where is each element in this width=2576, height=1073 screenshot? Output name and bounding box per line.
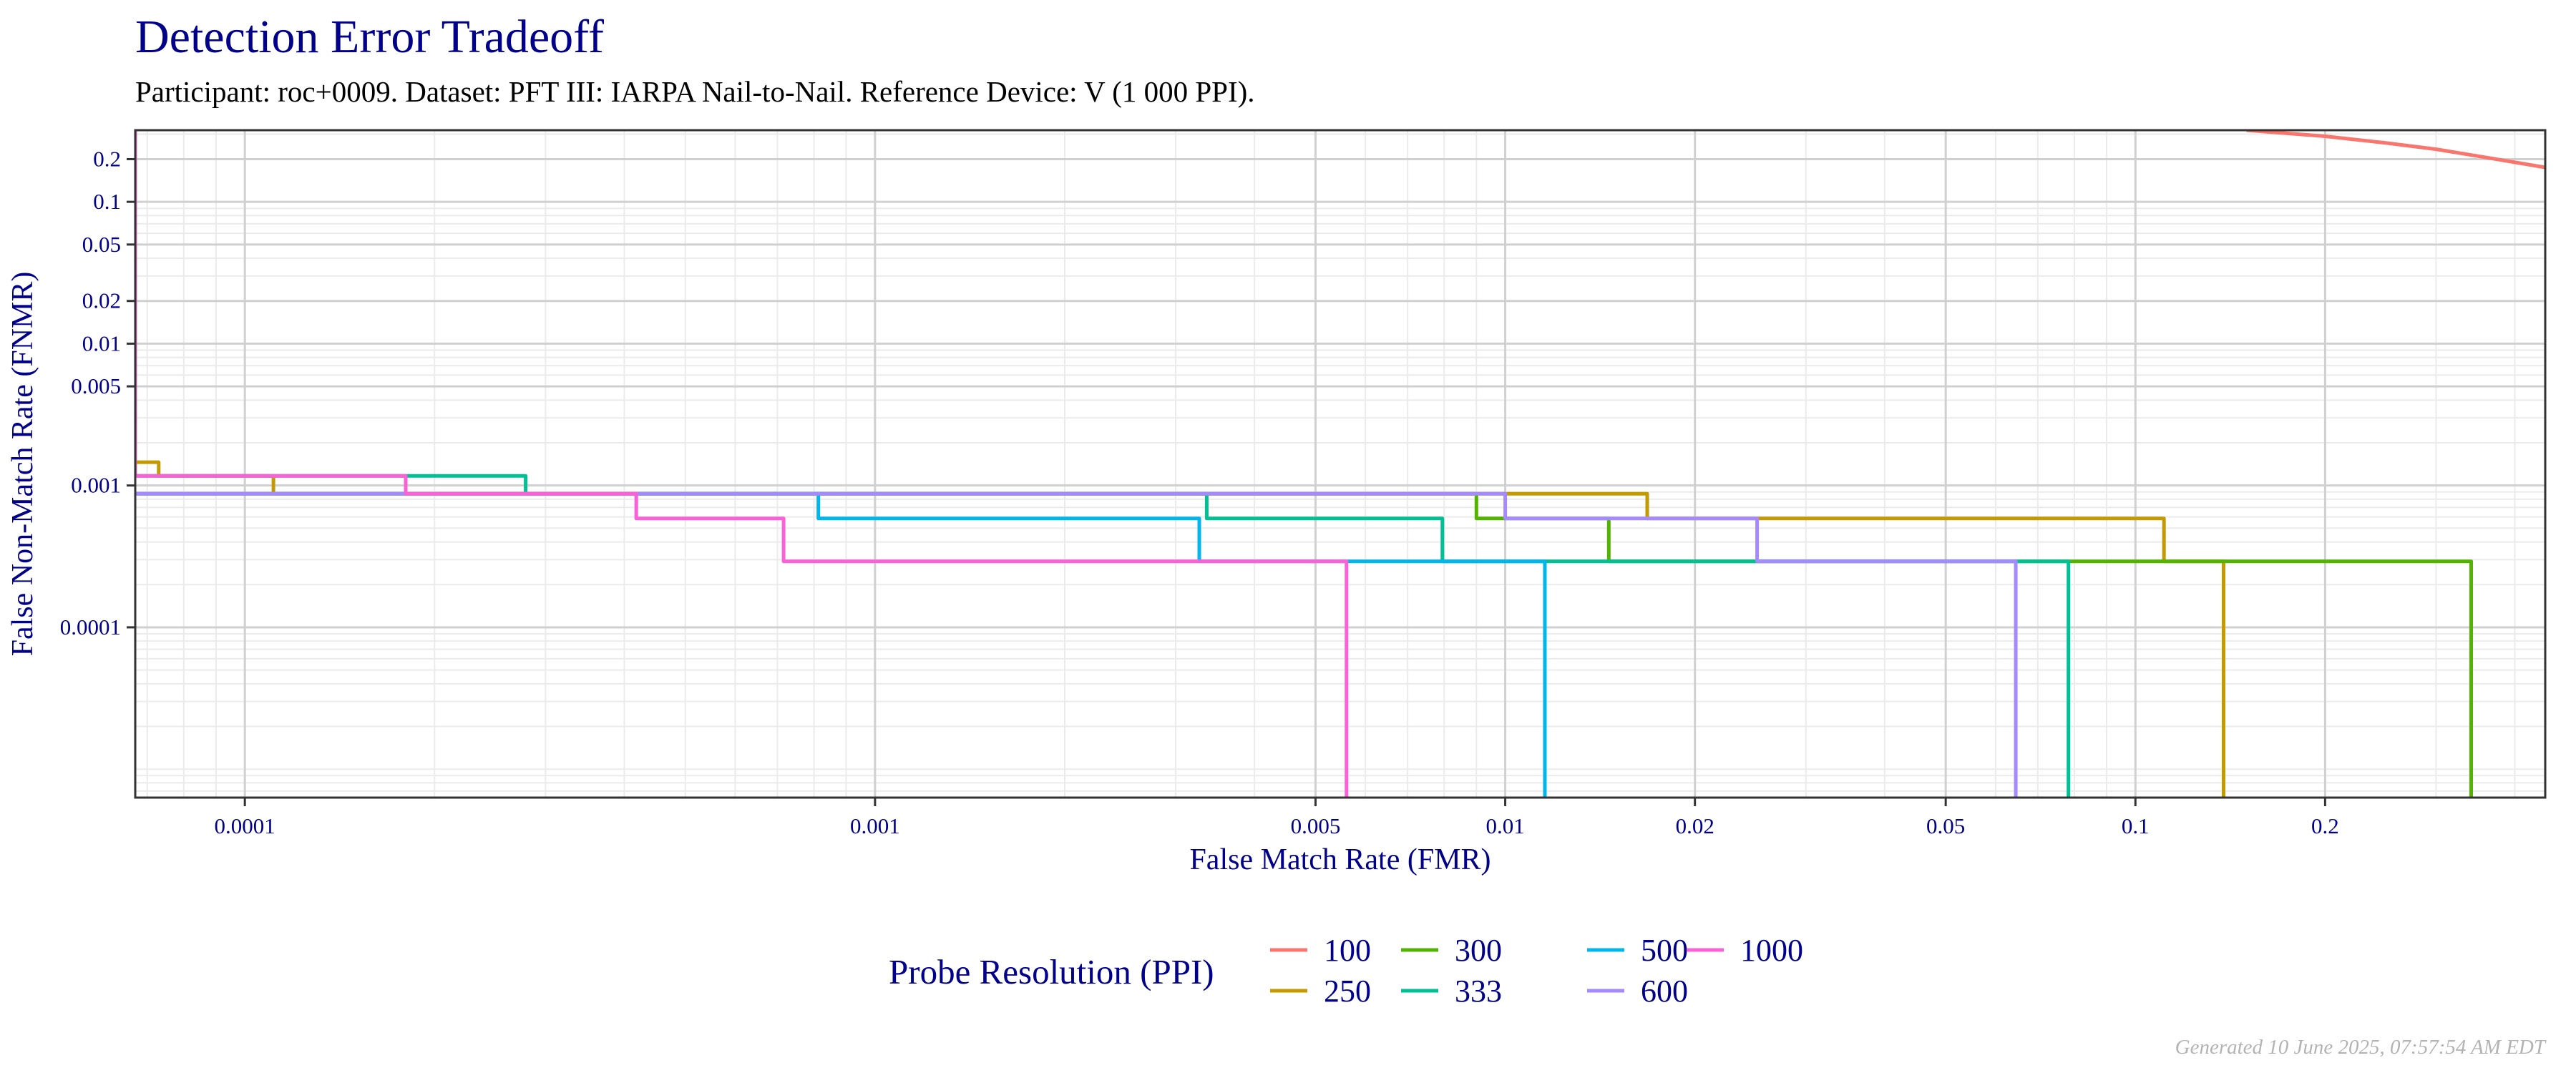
- series-line-600: [135, 491, 2018, 798]
- series-line-100: [2246, 130, 2545, 170]
- y-tick-label: 0.01: [82, 330, 121, 356]
- legend-title: Probe Resolution (PPI): [889, 952, 1214, 991]
- y-tick-label: 0.05: [82, 232, 121, 257]
- legend-label-300: 300: [1455, 933, 1502, 968]
- legend-label-1000: 1000: [1740, 933, 1803, 968]
- series-line-1000: [135, 130, 1349, 798]
- y-tick-label: 0.0001: [60, 614, 121, 640]
- y-tick-label: 0.001: [71, 473, 121, 498]
- y-tick-label: 0.02: [82, 288, 121, 313]
- legend-label-250: 250: [1324, 974, 1371, 1009]
- series-line-250: [135, 460, 2225, 798]
- chart-subtitle: Participant: roc+0009. Dataset: PFT III:…: [135, 75, 1255, 108]
- x-tick-label: 0.0001: [215, 813, 275, 838]
- y-tick-label: 0.005: [71, 373, 121, 398]
- generated-timestamp: Generated 10 June 2025, 07:57:54 AM EDT: [2175, 1036, 2545, 1059]
- x-tick-label: 0.05: [1926, 813, 1965, 838]
- y-tick-label: 0.1: [93, 189, 121, 214]
- legend-label-333: 333: [1455, 974, 1502, 1009]
- series-line-333: [135, 474, 2071, 798]
- chart-title: Detection Error Tradeoff: [135, 11, 604, 63]
- x-tick-label: 0.005: [1291, 813, 1341, 838]
- x-tick-label: 0.01: [1485, 813, 1524, 838]
- x-axis-title: False Match Rate (FMR): [1189, 843, 1491, 876]
- series-line-500: [135, 491, 1547, 798]
- x-tick-label: 0.1: [2122, 813, 2150, 838]
- x-tick-label: 0.001: [850, 813, 900, 838]
- x-tick-label: 0.2: [2311, 813, 2339, 838]
- legend-label-600: 600: [1641, 974, 1688, 1009]
- legend-label-500: 500: [1641, 933, 1688, 968]
- legend-label-100: 100: [1324, 933, 1371, 968]
- y-axis-title: False Non-Match Rate (FNMR): [6, 272, 39, 657]
- y-tick-label: 0.2: [93, 146, 121, 171]
- plot-panel-border: [134, 129, 2547, 799]
- series-line-300: [135, 491, 2473, 798]
- x-tick-label: 0.02: [1676, 813, 1714, 838]
